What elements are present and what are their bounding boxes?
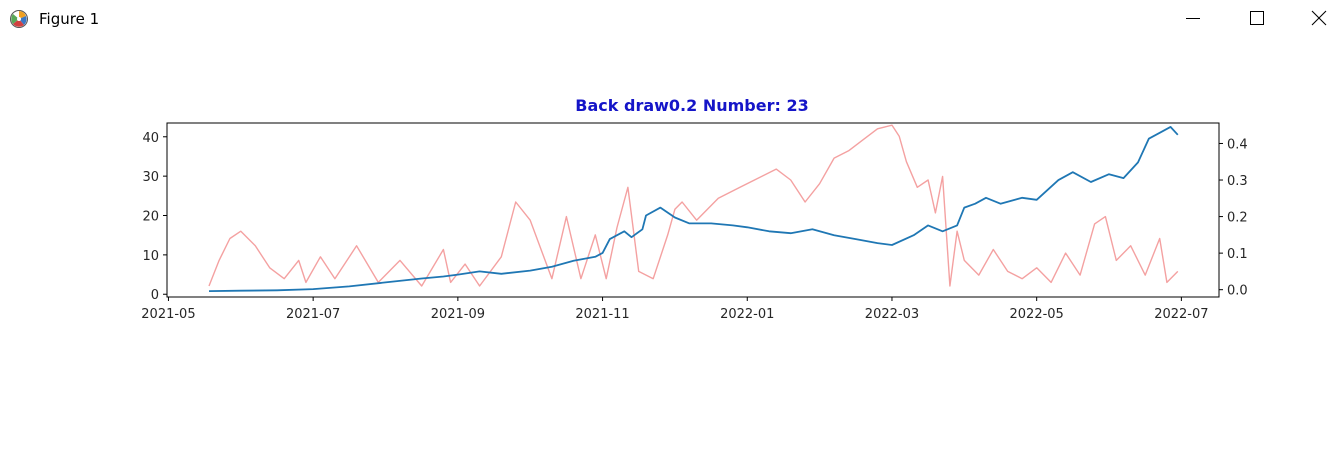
window-titlebar: Figure 1 — [0, 0, 1342, 38]
y-right-tick-label: 0.0 — [1227, 284, 1248, 299]
x-tick-label: 2022-07 — [1154, 307, 1208, 322]
y-right-tick-label: 0.3 — [1227, 174, 1248, 189]
plot-frame — [166, 122, 1220, 298]
x-tick-label: 2022-01 — [720, 307, 774, 322]
x-tick-label: 2021-11 — [575, 307, 629, 322]
y-right-tick-label: 0.1 — [1227, 247, 1248, 262]
y-right-tick-label: 0.4 — [1227, 137, 1248, 152]
y-left-tick-label: 20 — [142, 210, 159, 225]
series-layer — [208, 124, 1179, 292]
y-left-tick-label: 40 — [142, 131, 159, 146]
series-line-drawdown — [208, 124, 1179, 287]
chart: Back draw0.2 Number: 23 2021-05 2021-07 20… — [141, 96, 1247, 322]
window-title: Figure 1 — [39, 10, 100, 28]
minimize-icon — [1186, 18, 1200, 19]
x-tick-label: 2021-07 — [286, 307, 340, 322]
close-button[interactable] — [1296, 0, 1342, 36]
x-tick-label: 2021-05 — [141, 307, 195, 322]
x-tick-label: 2022-03 — [865, 307, 919, 322]
y-left-tick-label: 30 — [142, 170, 159, 185]
y-left-tick-label: 0 — [151, 288, 159, 303]
x-tick-label: 2021-09 — [431, 307, 485, 322]
maximize-button[interactable] — [1234, 0, 1280, 36]
figure-canvas: Back draw0.2 Number: 23 2021-05 2021-07 20… — [0, 38, 1342, 458]
maximize-icon — [1250, 11, 1264, 25]
x-tick-label: 2022-05 — [1010, 307, 1064, 322]
y-right-tick-label: 0.2 — [1227, 211, 1248, 226]
y-left-tick-label: 10 — [142, 249, 159, 264]
matplotlib-figure-icon — [10, 10, 28, 28]
close-icon — [1311, 10, 1327, 26]
minimize-button[interactable] — [1170, 0, 1216, 36]
series-line-price — [208, 126, 1179, 292]
axis-layer: 2021-05 2021-07 2021-09 2021-11 2022-01 2022-… — [141, 131, 1247, 322]
chart-title: Back draw0.2 Number: 23 — [575, 96, 808, 115]
